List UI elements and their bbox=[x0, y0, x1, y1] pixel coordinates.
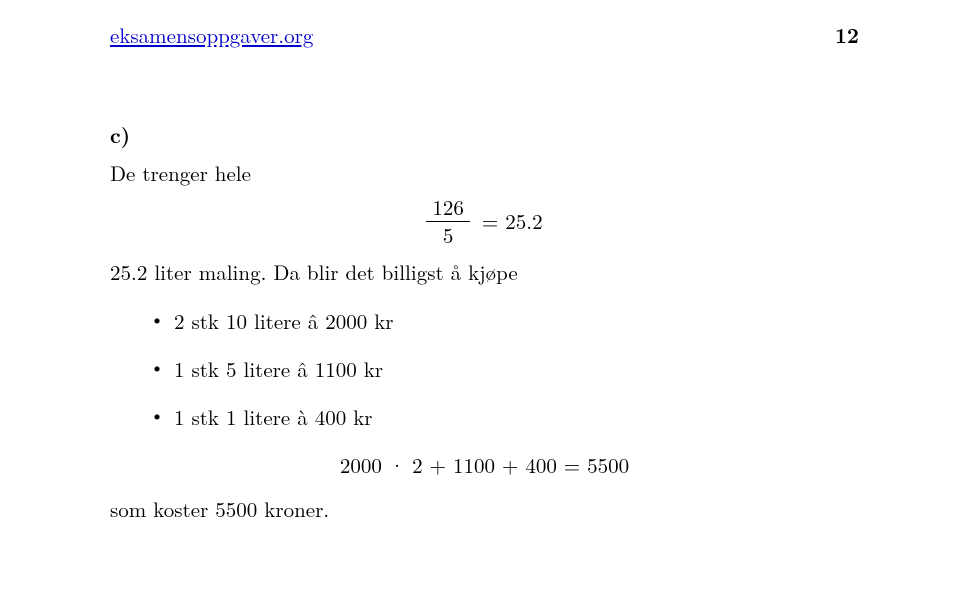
fraction-expression: 126 5 = 25.2 bbox=[110, 196, 859, 247]
fraction: 126 5 bbox=[426, 196, 470, 247]
list-item: 2 stk 10 litere â 2000 kr bbox=[150, 306, 859, 336]
intro-text: De trenger hele bbox=[110, 158, 859, 190]
site-link[interactable]: eksamensoppgaver.org bbox=[110, 20, 313, 50]
fraction-numerator: 126 bbox=[426, 196, 470, 219]
list-item: 1 stk 5 litere â 1100 kr bbox=[150, 354, 859, 384]
after-fraction-text: 25.2 liter maling. Da blir det billigst … bbox=[110, 257, 859, 289]
page: eksamensoppgaver.org 12 c) De trenger he… bbox=[0, 0, 959, 544]
section-label: c) bbox=[110, 120, 859, 150]
list-item: 1 stk 1 litere à 400 kr bbox=[150, 402, 859, 432]
page-header: eksamensoppgaver.org 12 bbox=[110, 20, 859, 50]
item-list: 2 stk 10 litere â 2000 kr 1 stk 5 litere… bbox=[150, 306, 859, 432]
conclusion-text: som koster 5500 kroner. bbox=[110, 494, 859, 524]
calculation-line: 2000 · 2 + 1100 + 400 = 5500 bbox=[110, 450, 859, 480]
fraction-denominator: 5 bbox=[437, 224, 460, 247]
fraction-result: = 25.2 bbox=[482, 206, 543, 236]
page-number: 12 bbox=[835, 20, 859, 50]
